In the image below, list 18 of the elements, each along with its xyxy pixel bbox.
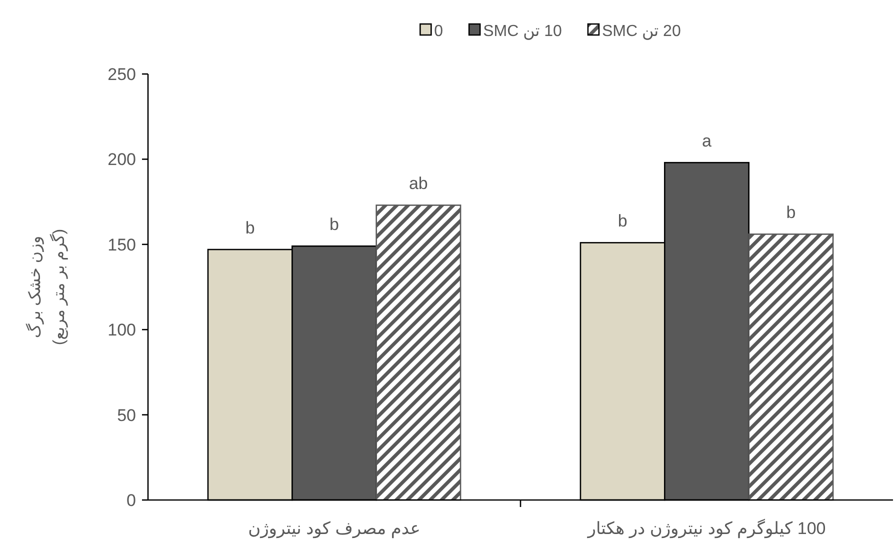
legend-label: 20 تن SMC [602,23,681,40]
y-tick-label: 50 [117,406,136,425]
data-label: b [786,203,796,222]
y-axis-title: وزن خشک برگ (گرم بر متر مربع) [25,228,68,346]
legend-label: 10 تن SMC [483,23,562,40]
y-tick-label: 100 [108,320,136,340]
data-label: ab [408,174,428,194]
legend-label: 0 [434,23,444,40]
x-tick-label: عدم مصرف کود نیتروژن [248,519,420,539]
y-tick-label: 200 [108,150,136,170]
data-label: b [330,215,339,234]
data-label: b [618,212,628,231]
y-tick-label: 250 [108,65,136,84]
y-tick-label: 150 [108,235,136,254]
data-label: b [245,218,255,238]
x-tick-label: 100 کیلوگرم کود نیتروژن در هکتار [586,518,826,539]
y-tick-label: 0 [126,491,136,510]
data-label: a [702,132,712,151]
